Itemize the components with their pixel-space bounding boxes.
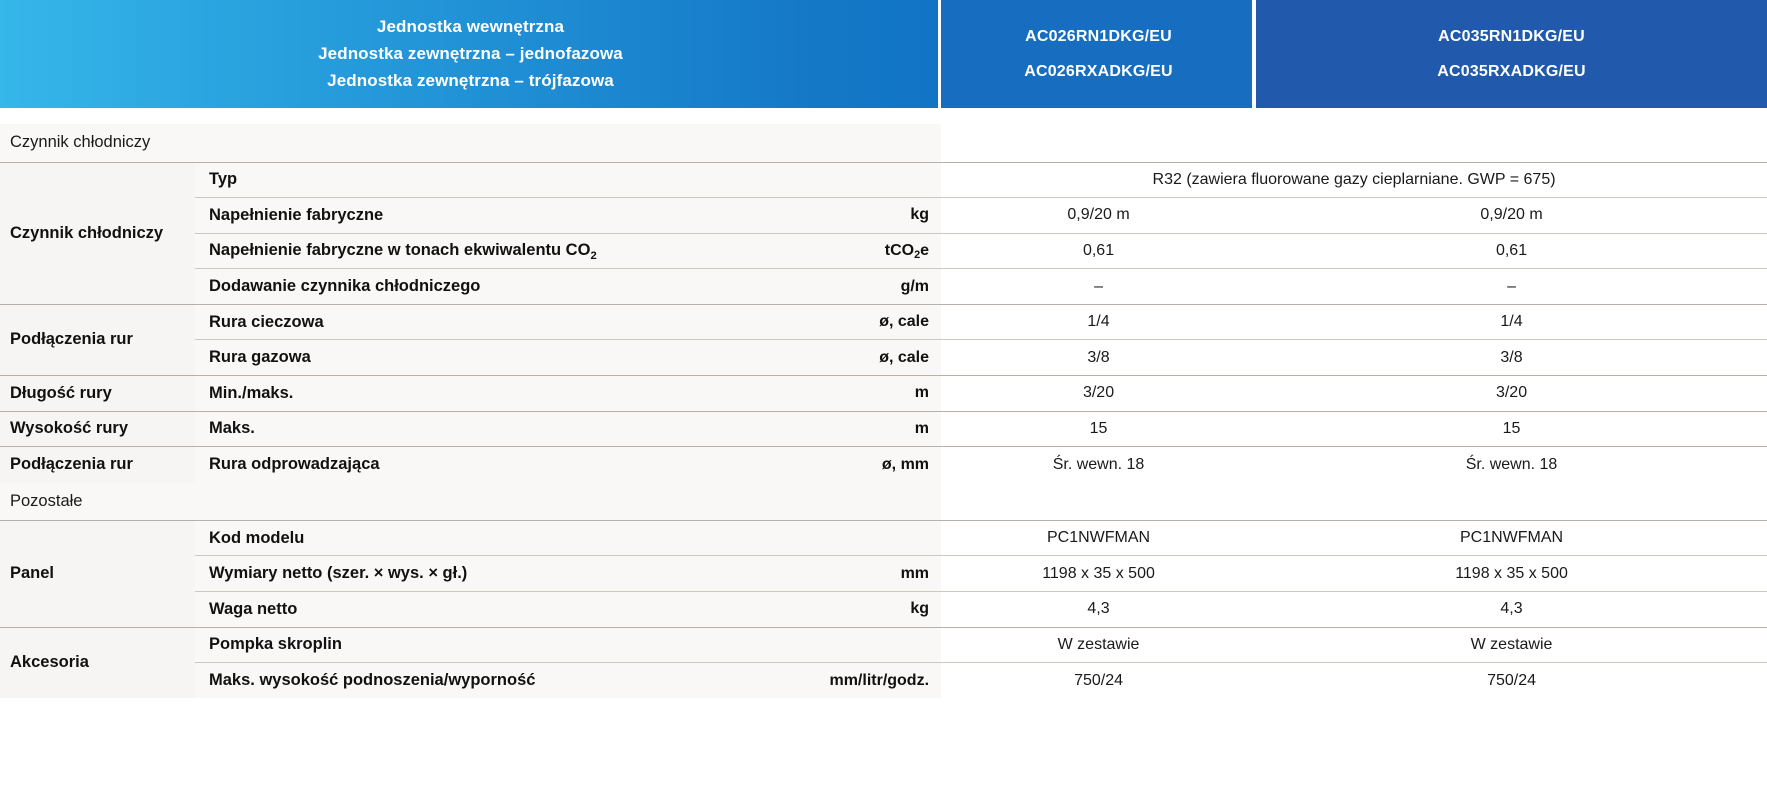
table-row: Maks. wysokość podnoszenia/wyporność mm/l… <box>0 662 1767 699</box>
row-value-model-2: 3/20 <box>1256 375 1767 412</box>
row-value-model-2: – <box>1256 268 1767 305</box>
row-value-model-2: 0,9/20 m <box>1256 197 1767 234</box>
row-group-label: Wysokość rury <box>0 410 195 447</box>
row-item-label: Dodawanie czynnika chłodniczego <box>195 268 808 305</box>
header-model-column-2: AC035RN1DKG/EU AC035RXADKG/EU <box>1256 0 1767 108</box>
row-value-model-1: 0,9/20 m <box>941 197 1257 234</box>
row-item-label: Kod modelu <box>195 519 808 556</box>
header-model-column-1: AC026RN1DKG/EU AC026RXADKG/EU <box>941 0 1256 108</box>
row-item-label: Waga netto <box>195 591 808 628</box>
row-value-shared: R32 (zawiera fluorowane gazy cieplarnian… <box>941 161 1767 198</box>
row-item-label: Wymiary netto (szer. × wys. × gł.) <box>195 555 808 592</box>
table-row: Długość rury Min./maks. m 3/20 3/20 <box>0 375 1767 412</box>
row-value-model-2: 15 <box>1256 410 1767 447</box>
row-unit <box>808 519 942 556</box>
table-row: Wysokość rury Maks. m 15 15 <box>0 410 1767 447</box>
row-value-model-1: 1198 x 35 x 500 <box>941 555 1257 592</box>
row-unit: mm <box>808 555 942 592</box>
row-unit: m <box>808 375 942 412</box>
row-item-label: Napełnienie fabryczne <box>195 197 808 234</box>
row-group-label: Akcesoria <box>0 626 195 699</box>
row-value-model-2: 3/8 <box>1256 339 1767 376</box>
row-value-model-2: 1/4 <box>1256 303 1767 340</box>
section-title: Czynnik chłodniczy <box>0 124 942 163</box>
row-value-model-2: W zestawie <box>1256 626 1767 663</box>
row-unit: m <box>808 410 942 447</box>
table-row: Podłączenia rur Rura odprowadzająca ø, mm Ś… <box>0 446 1767 483</box>
table-row: Napełnienie fabryczne w tonach ekwiwalen… <box>0 232 1767 269</box>
row-value-model-2: Śr. wewn. 18 <box>1256 446 1767 483</box>
row-value-model-1: W zestawie <box>941 626 1257 663</box>
header-unit-titles: Jednostka wewnętrzna Jednostka zewnętrzn… <box>0 0 941 108</box>
row-unit: tCO2e <box>808 232 942 269</box>
row-item-label: Min./maks. <box>195 375 808 412</box>
model-2-indoor-code: AC035RN1DKG/EU <box>1438 27 1585 45</box>
section-header-row: Czynnik chłodniczy <box>0 124 1767 163</box>
header-table-gap <box>0 108 1767 124</box>
model-1-outdoor-code: AC026RXADKG/EU <box>1024 62 1173 80</box>
row-item-label: Rura gazowa <box>195 339 808 376</box>
row-value-model-1: PC1NWFMAN <box>941 519 1257 556</box>
header-title-line-3: Jednostka zewnętrzna – trójfazowa <box>327 71 614 90</box>
row-item-label: Rura odprowadzająca <box>195 446 808 483</box>
row-item-label: Napełnienie fabryczne w tonach ekwiwalen… <box>195 232 808 269</box>
row-item-label: Maks. wysokość podnoszenia/wyporność <box>195 662 808 699</box>
header-title-line-2: Jednostka zewnętrzna – jednofazowa <box>318 44 623 63</box>
row-value-model-2: 750/24 <box>1256 662 1767 699</box>
row-value-model-2: 0,61 <box>1256 232 1767 269</box>
table-row: Rura gazowa ø, cale 3/8 3/8 <box>0 339 1767 376</box>
row-item-label: Pompka skroplin <box>195 626 808 663</box>
section-title-spacer <box>941 482 1767 521</box>
table-row: Wymiary netto (szer. × wys. × gł.) mm 1198… <box>0 555 1767 592</box>
spec-header: Jednostka wewnętrzna Jednostka zewnętrzn… <box>0 0 1767 108</box>
row-value-model-1: – <box>941 268 1257 305</box>
table-row: Panel Kod modelu PC1NWFMAN PC1NWFMAN <box>0 519 1767 628</box>
row-group-label: Podłączenia rur <box>0 446 195 483</box>
row-group-label: Panel <box>0 519 195 628</box>
row-value-model-1: 15 <box>941 410 1257 447</box>
model-1-indoor-code: AC026RN1DKG/EU <box>1025 27 1172 45</box>
specifications-table: Czynnik chłodniczy Czynnik chłodniczy Typ R… <box>0 124 1767 699</box>
header-title-line-1: Jednostka wewnętrzna <box>376 17 565 36</box>
row-item-label: Maks. <box>195 410 808 447</box>
row-unit <box>808 626 942 663</box>
table-row: Akcesoria Pompka skroplin W zestawie W zest… <box>0 626 1767 699</box>
table-row: Waga netto kg 4,3 4,3 <box>0 591 1767 628</box>
model-2-outdoor-code: AC035RXADKG/EU <box>1437 62 1586 80</box>
row-unit: g/m <box>808 268 942 305</box>
row-item-label: Rura cieczowa <box>195 303 808 340</box>
row-group-label: Długość rury <box>0 375 195 412</box>
row-unit: kg <box>808 197 942 234</box>
row-value-model-1: 3/20 <box>941 375 1257 412</box>
row-value-model-2: 1198 x 35 x 500 <box>1256 555 1767 592</box>
table-row: Podłączenia rur Rura cieczowa ø, cale 1/4 1/… <box>0 303 1767 376</box>
row-item-label: Typ <box>195 161 808 198</box>
row-unit: mm/litr/godz. <box>808 662 942 699</box>
row-value-model-2: PC1NWFMAN <box>1256 519 1767 556</box>
row-group-label: Podłączenia rur <box>0 303 195 376</box>
row-value-model-1: 3/8 <box>941 339 1257 376</box>
row-unit: ø, cale <box>808 339 942 376</box>
row-unit: ø, cale <box>808 303 942 340</box>
table-row: Napełnienie fabryczne kg 0,9/20 m 0,9/20 m <box>0 197 1767 234</box>
row-unit: kg <box>808 591 942 628</box>
section-title-spacer <box>941 124 1767 163</box>
table-row: Dodawanie czynnika chłodniczego g/m – – <box>0 268 1767 305</box>
row-value-model-1: 4,3 <box>941 591 1257 628</box>
section-header-row: Pozostałe <box>0 482 1767 521</box>
row-unit <box>808 161 942 198</box>
row-value-model-1: 750/24 <box>941 662 1257 699</box>
table-row: Czynnik chłodniczy Typ R32 (zawiera fluoro… <box>0 161 1767 305</box>
row-group-label: Czynnik chłodniczy <box>0 161 195 305</box>
row-value-model-1: 1/4 <box>941 303 1257 340</box>
row-value-model-1: Śr. wewn. 18 <box>941 446 1257 483</box>
section-title: Pozostałe <box>0 482 942 521</box>
row-value-model-2: 4,3 <box>1256 591 1767 628</box>
row-unit: ø, mm <box>808 446 942 483</box>
row-value-model-1: 0,61 <box>941 232 1257 269</box>
